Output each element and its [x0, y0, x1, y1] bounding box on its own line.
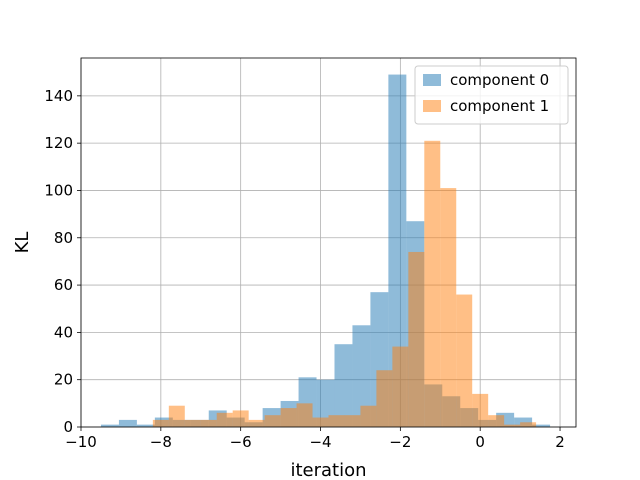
y-tick-label: 140 [44, 87, 73, 105]
histogram-bar-series-0 [352, 325, 371, 427]
y-tick-label: 100 [44, 181, 73, 199]
histogram-bar-series-1 [152, 419, 169, 427]
histogram-bar-series-0 [388, 74, 407, 428]
histogram-bar-series-1 [520, 422, 537, 427]
histogram-bar-series-1 [360, 405, 377, 427]
x-tick-label: −6 [230, 433, 252, 451]
histogram-bar-series-1 [376, 370, 393, 427]
legend-box [414, 65, 569, 125]
histogram-bars [100, 74, 551, 428]
histogram-bar-series-1 [344, 415, 361, 427]
legend-label: component 1 [450, 97, 549, 115]
x-tick-label: −2 [389, 433, 411, 451]
histogram-bar-series-0 [532, 424, 551, 427]
histogram-bar-series-1 [216, 412, 233, 427]
y-tick-label: 60 [54, 276, 73, 294]
plot-frame [80, 57, 577, 428]
x-tick-label: −8 [150, 433, 172, 451]
histogram-bar-series-0 [118, 419, 137, 427]
y-tick-label: 20 [54, 371, 73, 389]
x-tick-label: −4 [309, 433, 331, 451]
histogram-bar-series-1 [504, 424, 521, 427]
histogram-bar-series-1 [328, 415, 345, 427]
y-axis-ticks: 0 20 40 60 80 100 120 140 [44, 87, 81, 436]
y-tick-label: 0 [63, 418, 73, 436]
x-tick-label: 2 [555, 433, 565, 451]
histogram-bar-series-1 [456, 294, 473, 427]
histogram-bar-series-0 [334, 344, 353, 427]
legend-label: component 0 [450, 71, 549, 89]
legend-swatch [423, 74, 441, 86]
x-axis-label: iteration [290, 460, 366, 480]
histogram-bar-series-1 [424, 140, 441, 428]
legend: component 0 component 1 [414, 65, 569, 125]
legend-swatch [423, 100, 441, 112]
histogram-bar-series-1 [232, 410, 249, 427]
y-tick-label: 120 [44, 134, 73, 152]
x-tick-label: 0 [475, 433, 485, 451]
histogram-bar-series-1 [264, 415, 281, 427]
histogram-bar-series-1 [248, 419, 265, 427]
histogram-bar-series-1 [472, 393, 489, 427]
histogram-bar-series-1 [168, 405, 185, 427]
x-tick-label: −10 [65, 433, 97, 451]
histogram-bar-series-0 [136, 424, 155, 427]
histogram-bar-series-1 [200, 419, 217, 427]
y-tick-label: 80 [54, 229, 73, 247]
y-axis-label: KL [12, 232, 33, 254]
histogram-bar-series-1 [312, 417, 329, 427]
histogram-bar-series-1 [392, 346, 409, 427]
histogram-bar-series-1 [296, 403, 313, 427]
x-axis-ticks: −10 −8 −6 −4 −2 0 2 [65, 427, 565, 451]
histogram-bar-series-0 [100, 424, 119, 427]
histogram-bar-series-1 [440, 188, 457, 427]
y-tick-label: 40 [54, 323, 73, 341]
histogram-bar-series-1 [408, 251, 425, 427]
histogram-bar-series-1 [184, 419, 201, 427]
histogram-bar-series-1 [280, 408, 297, 427]
histogram-bar-series-1 [488, 415, 505, 427]
